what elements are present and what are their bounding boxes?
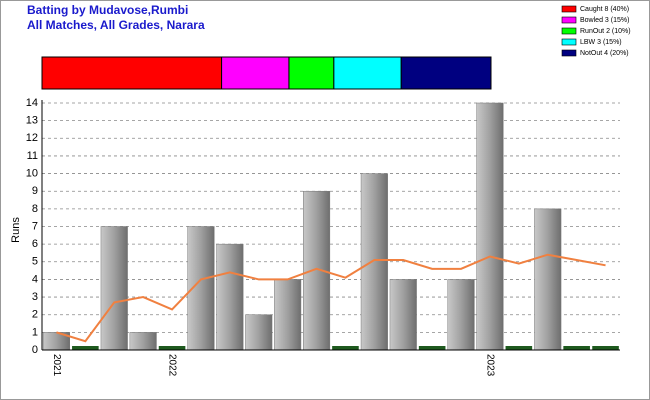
- x-tick-label: 2021: [51, 354, 62, 377]
- bar: [158, 346, 186, 350]
- y-tick-label: 12: [26, 132, 38, 144]
- bar: [563, 346, 590, 350]
- y-tick-label: 3: [32, 291, 38, 303]
- bar: [389, 279, 417, 351]
- y-tick-label: 0: [32, 344, 38, 356]
- bar: [72, 346, 99, 350]
- legend-swatch: [561, 16, 577, 24]
- bar: [100, 226, 128, 351]
- bar: [274, 279, 302, 351]
- legend-label: Caught 8 (40%): [580, 6, 629, 13]
- bar: [303, 190, 331, 351]
- bar: [129, 332, 157, 351]
- proportion-segment: [221, 56, 290, 90]
- legend-label: RunOut 2 (10%): [580, 28, 631, 35]
- y-tick-label: 10: [26, 167, 38, 179]
- y-tick-label: 7: [32, 220, 38, 232]
- y-tick-label: 6: [32, 238, 38, 250]
- legend-swatch: [561, 5, 577, 13]
- bar: [476, 102, 504, 351]
- proportion-segment: [333, 56, 402, 90]
- chart-subtitle: All Matches, All Grades, Narara: [27, 18, 205, 32]
- y-tick-label: 4: [32, 273, 38, 285]
- bar: [245, 314, 273, 351]
- bar: [418, 346, 446, 350]
- proportion-segment: [400, 56, 492, 90]
- legend-swatch: [561, 38, 577, 46]
- bar: [447, 279, 475, 351]
- proportion-segment: [288, 56, 335, 90]
- x-tick-label: 2023: [484, 354, 495, 377]
- y-tick-label: 9: [32, 185, 38, 197]
- bar: [592, 346, 619, 350]
- bar: [216, 243, 244, 351]
- legend-label: NotOut 4 (20%): [580, 50, 629, 57]
- legend-label: Bowled 3 (15%): [580, 17, 629, 24]
- legend-swatch: [561, 27, 577, 35]
- y-axis-label: Runs: [10, 217, 22, 243]
- bar: [505, 346, 533, 350]
- x-tick-label: 2022: [166, 354, 177, 377]
- bar: [332, 346, 359, 350]
- average-line: [56, 253, 606, 343]
- legend-label: LBW 3 (15%): [580, 39, 622, 46]
- bar: [360, 173, 388, 351]
- proportion-segment: [41, 56, 223, 90]
- y-tick-label: 14: [26, 97, 38, 109]
- y-tick-label: 11: [27, 150, 38, 162]
- y-tick-label: 8: [32, 203, 38, 215]
- y-tick-label: 2: [32, 309, 38, 321]
- y-tick-label: 1: [32, 326, 38, 338]
- y-tick-label: 5: [32, 256, 38, 268]
- legend-swatch: [561, 49, 577, 57]
- y-tick-label: 13: [26, 115, 38, 127]
- chart-title: Batting by Mudavose,Rumbi: [27, 3, 188, 17]
- bar: [534, 208, 562, 351]
